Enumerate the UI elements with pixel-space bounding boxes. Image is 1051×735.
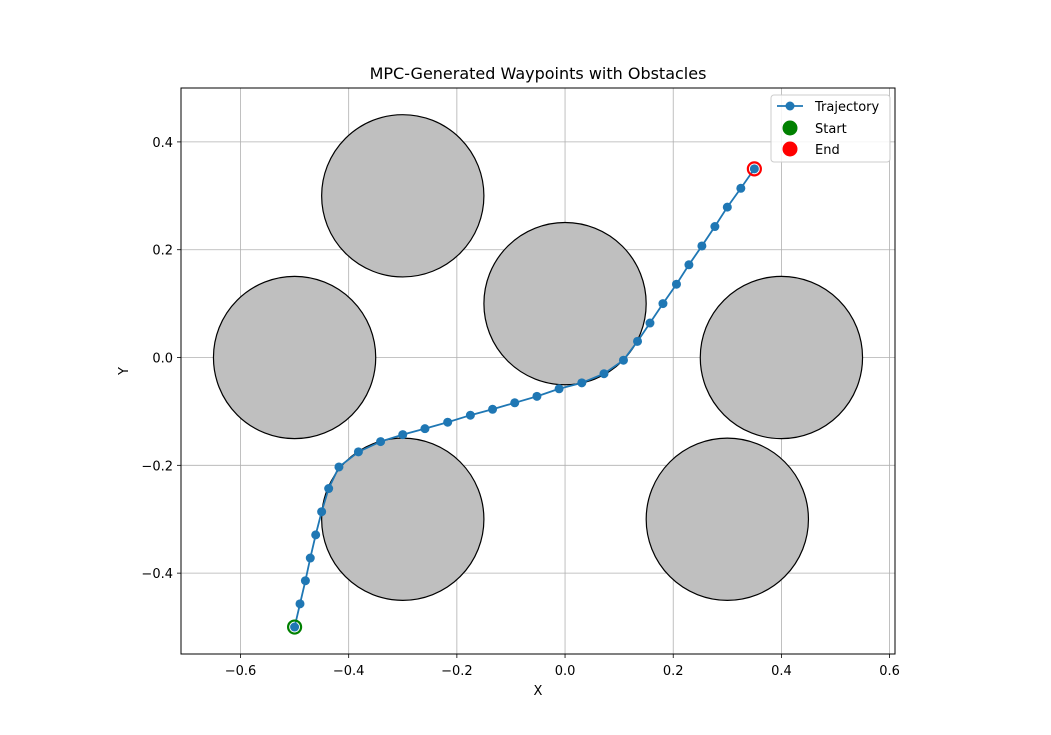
- legend-box: [770, 94, 891, 163]
- trajectory-point: [633, 336, 643, 346]
- y-tick-label: 0.4: [152, 136, 173, 151]
- trajectory-point: [736, 183, 746, 193]
- trajectory-point: [290, 622, 300, 632]
- x-tick-label: 0.0: [555, 664, 576, 679]
- legend-start-label: Start: [815, 122, 847, 137]
- obstacle-circle: [212, 275, 377, 440]
- trajectory-point: [554, 384, 564, 394]
- trajectory-point: [317, 507, 327, 517]
- y-axis-ticks: −0.4 −0.2 0.0 0.2 0.4: [141, 136, 181, 582]
- trajectory-point: [532, 391, 542, 401]
- trajectory-point: [334, 462, 344, 472]
- legend-end-label: End: [815, 143, 840, 158]
- y-tick-label: 0.2: [152, 244, 173, 259]
- y-tick-label: −0.2: [141, 459, 173, 474]
- trajectory-point: [420, 424, 430, 434]
- trajectory-point: [697, 241, 707, 251]
- y-tick-label: −0.4: [141, 567, 173, 582]
- trajectory-point: [710, 222, 720, 232]
- plot-frame: [180, 87, 896, 655]
- trajectory-point: [295, 599, 305, 609]
- x-axis-label: X: [534, 684, 543, 699]
- chart-title: MPC-Generated Waypoints with Obstacles: [370, 64, 707, 83]
- trajectory-point: [722, 202, 732, 212]
- trajectory-point: [311, 530, 321, 540]
- end-marker: [746, 161, 762, 177]
- obstacles: [212, 114, 864, 601]
- x-tick-label: −0.2: [441, 664, 473, 679]
- trajectory-point: [376, 437, 386, 447]
- obstacle-circle: [645, 437, 810, 601]
- obstacle-circle: [483, 221, 647, 386]
- legend-trajectory-marker: [785, 101, 795, 111]
- trajectory-point: [577, 378, 587, 388]
- trajectory-point: [488, 404, 498, 414]
- trajectory-point: [300, 576, 310, 586]
- trajectory-point: [618, 355, 628, 365]
- x-tick-label: 0.2: [663, 664, 684, 679]
- x-tick-label: 0.6: [879, 664, 900, 679]
- trajectory-point: [671, 279, 681, 289]
- obstacle-circle: [321, 114, 485, 278]
- trajectory-point: [443, 417, 453, 427]
- trajectory-point: [353, 447, 363, 457]
- legend-start-marker: [782, 120, 798, 136]
- trajectory-point: [599, 369, 609, 379]
- start-marker: [286, 619, 303, 635]
- trajectory-point: [645, 318, 655, 328]
- x-axis-ticks: −0.6 −0.4 −0.2 0.0 0.2 0.4 0.6: [225, 654, 900, 679]
- trajectory-point: [305, 553, 315, 563]
- trajectory-point: [749, 164, 759, 174]
- trajectory-point: [684, 260, 694, 270]
- obstacle-circle: [699, 275, 864, 440]
- legend: Trajectory Start End: [770, 94, 891, 163]
- legend-trajectory-label: Trajectory: [814, 100, 879, 115]
- trajectory-point: [324, 484, 334, 494]
- trajectory-point: [465, 410, 475, 420]
- x-tick-label: −0.4: [333, 664, 365, 679]
- trajectory-point: [658, 299, 668, 309]
- legend-end-marker: [782, 141, 798, 157]
- x-tick-label: −0.6: [225, 664, 257, 679]
- y-axis-label: Y: [117, 367, 132, 376]
- y-tick-label: 0.0: [152, 352, 173, 367]
- trajectory-point: [510, 398, 520, 408]
- trajectory-point: [398, 430, 408, 440]
- trajectory-series: [290, 164, 759, 632]
- x-tick-label: 0.4: [771, 664, 792, 679]
- start-end-markers: [286, 161, 762, 635]
